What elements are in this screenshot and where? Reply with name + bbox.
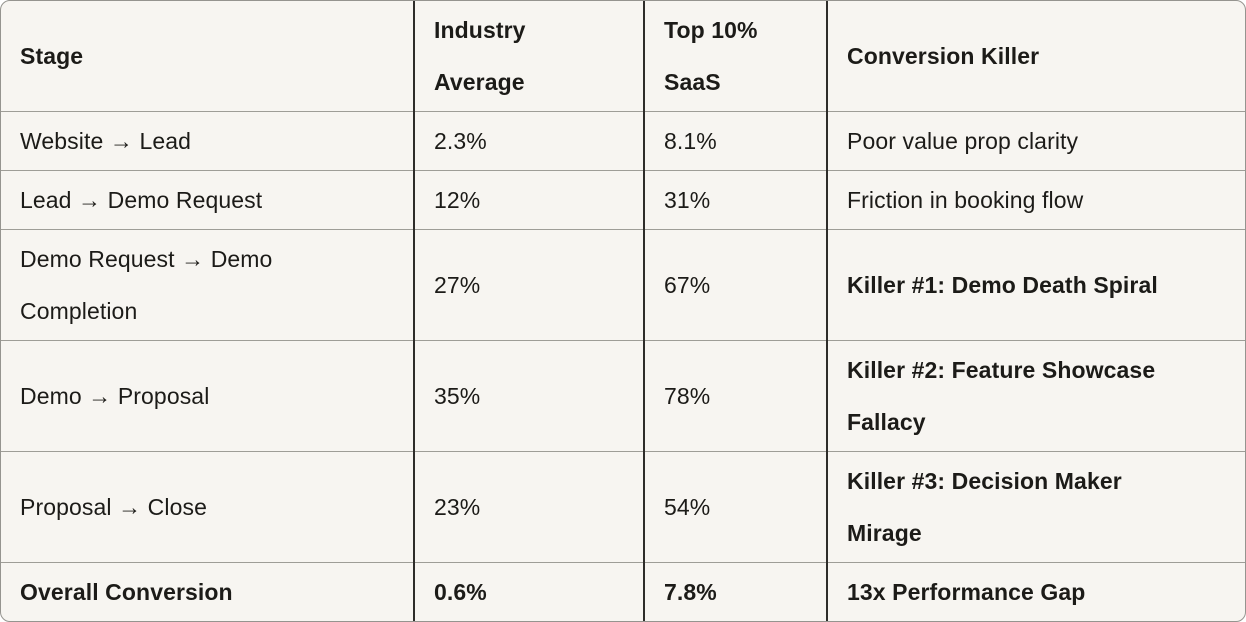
cell-top10-saas: 67% <box>644 229 828 341</box>
table-row: Overall Conversion 0.6% 7.8% 13x Performanc… <box>1 562 1245 621</box>
cell-stage: Overall Conversion <box>1 562 415 621</box>
cell-stage: Demo Request → Demo Completion <box>1 229 415 341</box>
cell-stage: Proposal → Close <box>1 451 415 563</box>
cell-industry-average: 0.6% <box>414 562 645 621</box>
col-header-stage: Stage <box>1 1 415 112</box>
cell-conversion-killer: Killer #2: Feature Showcase Fallacy <box>827 340 1245 452</box>
cell-stage: Demo → Proposal <box>1 340 415 452</box>
cell-industry-average: 2.3% <box>414 111 645 171</box>
cell-industry-average: 23% <box>414 451 645 563</box>
table-row: Demo → Proposal 35% 78% Killer #2: Feature … <box>1 340 1245 452</box>
cell-conversion-killer: Killer #3: Decision Maker Mirage <box>827 451 1245 563</box>
table-row: Website → Lead 2.3% 8.1% Poor value prop cl… <box>1 111 1245 171</box>
cell-conversion-killer: Poor value prop clarity <box>827 111 1245 171</box>
col-header-conversion-killer: Conversion Killer <box>827 1 1245 112</box>
table-row: Demo Request → Demo Completion 27% 67% Kill… <box>1 229 1245 341</box>
cell-conversion-killer: 13x Performance Gap <box>847 579 1086 605</box>
cell-top10-saas: 7.8% <box>644 562 828 621</box>
cell-conversion-killer: Killer #1: Demo Death Spiral <box>827 229 1245 341</box>
table-header: Stage Industry Average Top 10% SaaS Conv… <box>1 1 1245 112</box>
cell-top10-saas: 8.1% <box>644 111 828 171</box>
cell-stage: Lead → Demo Request <box>1 170 415 230</box>
cell-industry-average: 27% <box>414 229 645 341</box>
cell-stage: Website → Lead <box>1 111 415 171</box>
col-header-industry-average: Industry Average <box>414 1 645 112</box>
cell-conversion-killer: Friction in booking flow <box>827 170 1245 230</box>
cell-top10-saas: 31% <box>644 170 828 230</box>
col-header-top10-saas: Top 10% SaaS <box>644 1 828 112</box>
cell-industry-average: 35% <box>414 340 645 452</box>
table-body: Website → Lead 2.3% 8.1% Poor value prop cl… <box>1 111 1245 621</box>
table-row: Lead → Demo Request 12% 31% Friction in boo… <box>1 170 1245 230</box>
cell-top10-saas: 78% <box>644 340 828 452</box>
cell-top10-saas: 54% <box>644 451 828 563</box>
header-row: Stage Industry Average Top 10% SaaS Conv… <box>1 1 1245 112</box>
cell-industry-average: 12% <box>414 170 645 230</box>
table-row: Proposal → Close 23% 54% Killer #3: Decisio… <box>1 451 1245 563</box>
